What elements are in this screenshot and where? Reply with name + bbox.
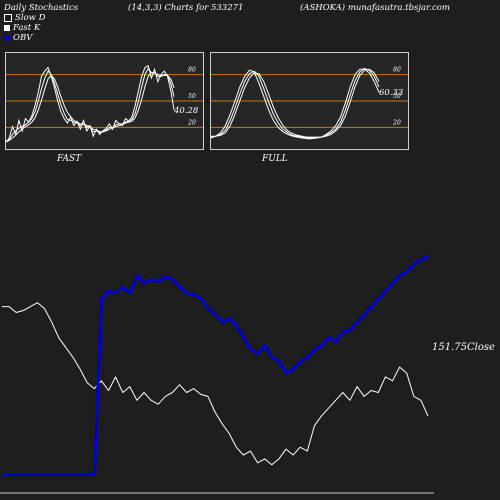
full-stoch-chart: 80 50 20 60.33 [211,67,408,140]
obv-line [2,254,429,476]
obv-swatch [4,35,10,41]
header-right: (ASHOKA) munafasutra.tbsjar.com [300,3,450,13]
level-label: 80 [393,67,401,74]
legend-slow-d: Slow D [4,13,45,23]
legend-slow-d-label: Slow D [15,13,46,23]
close-price-label: 151.75Close [432,342,495,353]
fast-k-line [6,65,175,143]
header-left: Daily Stochastics [4,3,79,13]
fast-stoch-panel: 80 50 20 40.28 [5,52,204,150]
level-label: 20 [187,119,196,126]
level-label: 20 [392,119,401,126]
full-panel-label: FULL [262,154,288,164]
last-value-label: 60.33 [379,88,403,98]
slow-d-swatch [4,14,12,22]
legend-obv-label: OBV [13,33,33,43]
full-stoch-panel: 80 50 20 60.33 [210,52,409,150]
slow-k-line [211,67,380,139]
legend-fast-k: Fast K [4,23,40,33]
slow-d-line [6,72,175,142]
fast-stoch-chart: 80 50 20 40.28 [6,65,203,143]
slow-d-line [211,68,380,138]
last-value-label: 40.28 [173,106,199,116]
fast-panel-label: FAST [57,154,82,164]
legend-fast-k-label: Fast K [13,23,41,33]
level-label: 50 [393,93,401,100]
level-label: 80 [188,67,196,74]
fast-k-swatch [4,25,10,31]
header-middle: (14,3,3) Charts for 533271 [128,3,244,13]
legend-obv: OBV [4,33,32,43]
fast-k-line [211,68,380,140]
level-label: 50 [188,93,196,100]
slow-k-line [6,67,175,142]
close-price-line [2,302,429,466]
